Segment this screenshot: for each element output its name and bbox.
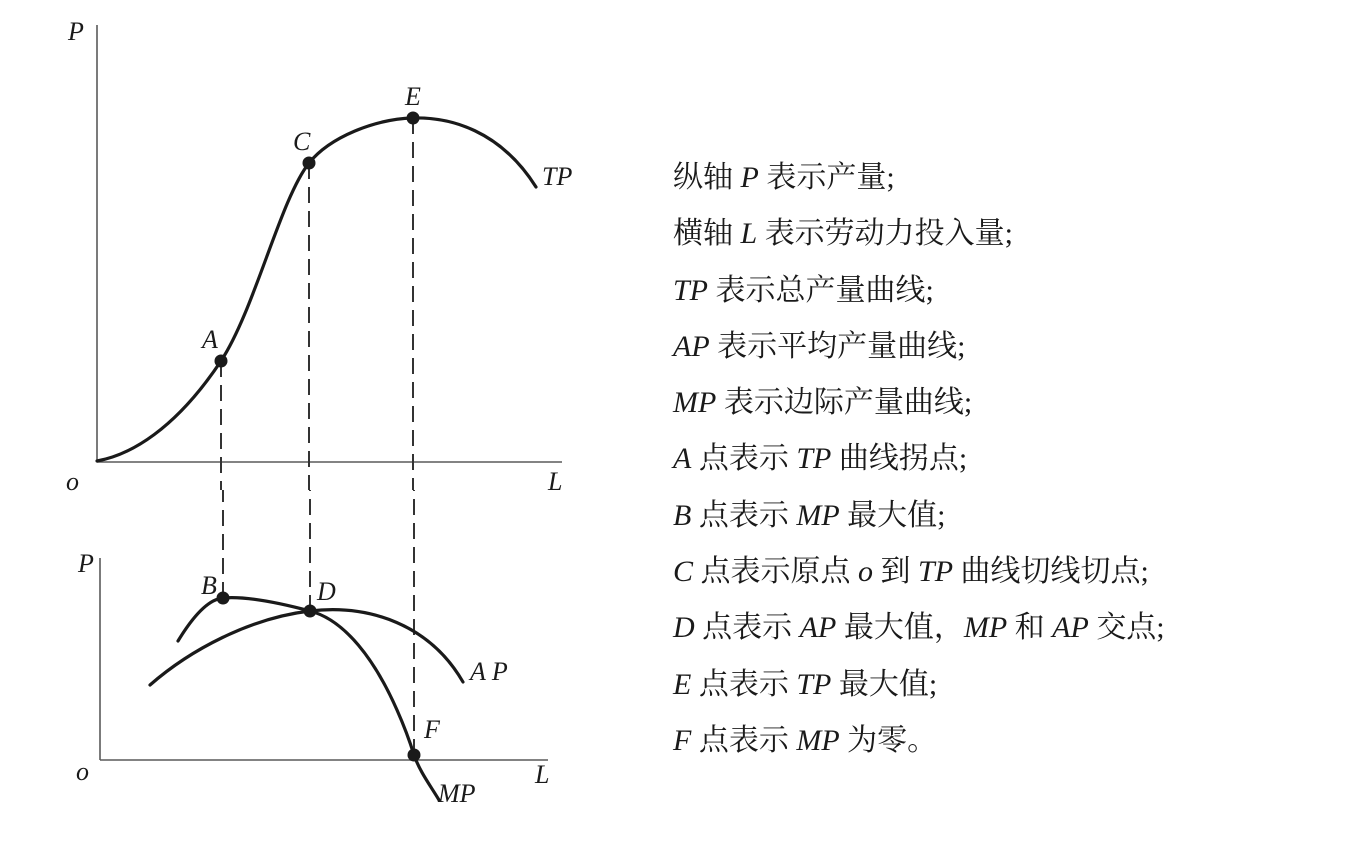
- svg-text:L: L: [547, 467, 562, 496]
- svg-text:A: A: [200, 325, 218, 354]
- svg-text:C: C: [293, 127, 311, 156]
- svg-text:MP: MP: [437, 779, 476, 808]
- svg-text:B: B: [201, 571, 217, 600]
- svg-text:A P: A P: [468, 657, 508, 686]
- svg-text:E: E: [404, 82, 421, 111]
- svg-text:o: o: [76, 757, 89, 786]
- svg-text:L: L: [534, 760, 549, 789]
- svg-text:P: P: [77, 549, 94, 578]
- svg-text:P: P: [67, 17, 84, 46]
- svg-text:D: D: [316, 577, 336, 606]
- svg-text:F: F: [423, 715, 441, 744]
- svg-text:o: o: [66, 467, 79, 496]
- svg-text:TP: TP: [542, 162, 572, 191]
